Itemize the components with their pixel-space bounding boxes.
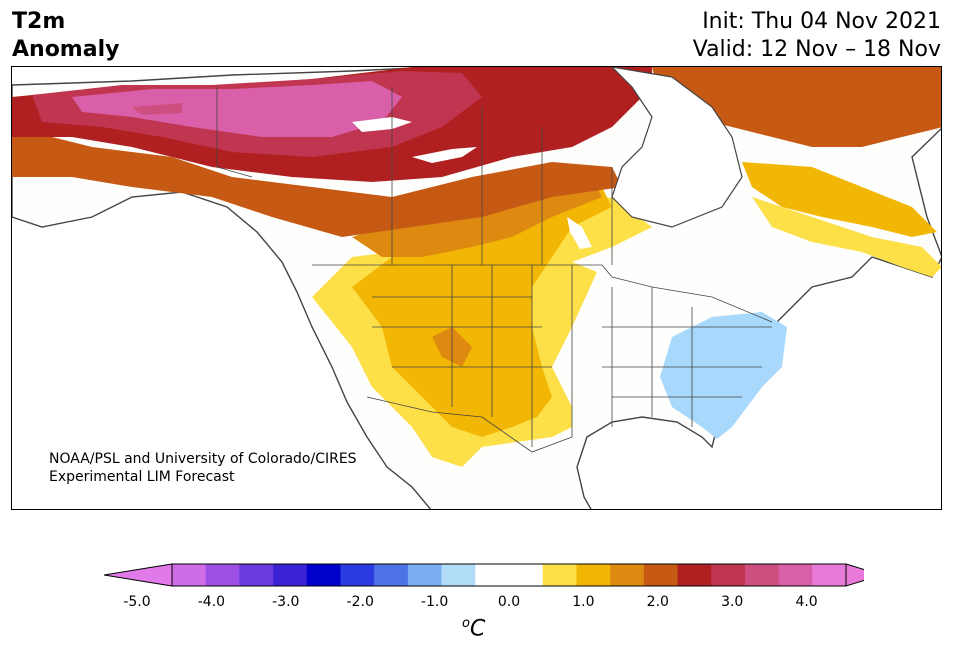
hudson-bay: [611, 67, 743, 228]
anomaly-warm-gold: [352, 187, 612, 437]
unit-base: C: [469, 616, 486, 642]
anomaly-east-canada-gold: [742, 162, 937, 237]
colorbar-segment: [172, 564, 207, 586]
anomaly-warm-rust: [12, 127, 622, 237]
colorbar-segment: [205, 564, 240, 586]
colorbar-tick-label: 1.0: [572, 594, 594, 610]
state-lines-west: [372, 265, 552, 447]
unit-superscript: o: [462, 616, 470, 631]
colorbar-tick-label: -1.0: [421, 594, 448, 610]
credit-line-1: NOAA/PSL and University of Colorado/CIRE…: [49, 451, 357, 467]
colorbar-tick-label: 0.0: [498, 594, 520, 610]
map-title: T2m Anomaly: [12, 8, 119, 64]
state-lines-east: [571, 265, 772, 437]
title-line-variable: T2m: [12, 9, 66, 34]
colorbar-segment: [239, 564, 274, 586]
colorbar-tick-label: -4.0: [198, 594, 225, 610]
province-lines: [391, 87, 613, 265]
colorbar-segment: [711, 564, 746, 586]
colorbar-segment: [441, 564, 476, 586]
colorbar: -5.0-4.0-3.0-2.0-1.00.01.02.03.04.05.0: [103, 562, 892, 616]
map-canvas: [12, 67, 941, 509]
great-slave-lake: [412, 147, 477, 163]
colorbar-tick-label: -5.0: [123, 594, 150, 610]
colorbar-segment: [407, 564, 443, 586]
colorbar-segment: [744, 564, 780, 586]
lake-winnipeg: [567, 217, 592, 249]
colorbar-unit: oC: [462, 616, 485, 641]
anomaly-hot-magenta: [132, 103, 182, 115]
credit-text: NOAA/PSL and University of Colorado/CIRE…: [49, 450, 357, 486]
colorbar-over-extension: [845, 563, 884, 587]
colorbar-segment: [374, 564, 409, 586]
colorbar-segment: [677, 564, 712, 586]
valid-period: Valid: 12 Nov – 18 Nov: [692, 37, 941, 62]
colorbar-segment: [576, 564, 611, 586]
boundaries: [216, 87, 773, 453]
colorbar-tick-label: 4.0: [795, 594, 817, 610]
colorbar-segment: [610, 564, 645, 586]
colorbar-outline: [171, 563, 847, 587]
colorbar-segment: [542, 564, 577, 586]
colorbar-segment: [475, 564, 510, 586]
anomaly-east-canada-orange: [652, 67, 941, 147]
init-date: Init: Thu 04 Nov 2021: [702, 9, 941, 34]
anomaly-east-canada-yellow: [752, 197, 941, 277]
anomaly-hot-pink: [72, 81, 402, 137]
colorbar-segment: [643, 564, 678, 586]
colorbar-segment: [306, 564, 341, 586]
alaska-canada-border: [216, 87, 253, 178]
colorbar-segment: [509, 564, 544, 586]
colorbar-tick-label: -2.0: [347, 594, 374, 610]
forecast-dates: Init: Thu 04 Nov 2021 Valid: 12 Nov – 18…: [693, 8, 941, 64]
colorbar-segment: [340, 564, 375, 586]
canada-us-border: [312, 264, 773, 323]
us-mexico-border: [366, 396, 573, 453]
colorbar-under-extension: [103, 563, 173, 587]
colorbar-segment: [812, 564, 847, 586]
anomaly-map: [11, 66, 942, 510]
colorbar-tick-label: -3.0: [272, 594, 299, 610]
colorbar-tick-label: 3.0: [721, 594, 743, 610]
title-line-anomaly: Anomaly: [12, 37, 120, 62]
colorbar-tick-label: 2.0: [647, 594, 669, 610]
colorbar-segment: [778, 564, 813, 586]
great-bear-lake: [352, 117, 412, 132]
colorbar-segment: [273, 564, 308, 586]
credit-line-2: Experimental LIM Forecast: [49, 469, 235, 485]
colorbar-canvas: -5.0-4.0-3.0-2.0-1.00.01.02.03.04.05.0: [103, 563, 892, 610]
